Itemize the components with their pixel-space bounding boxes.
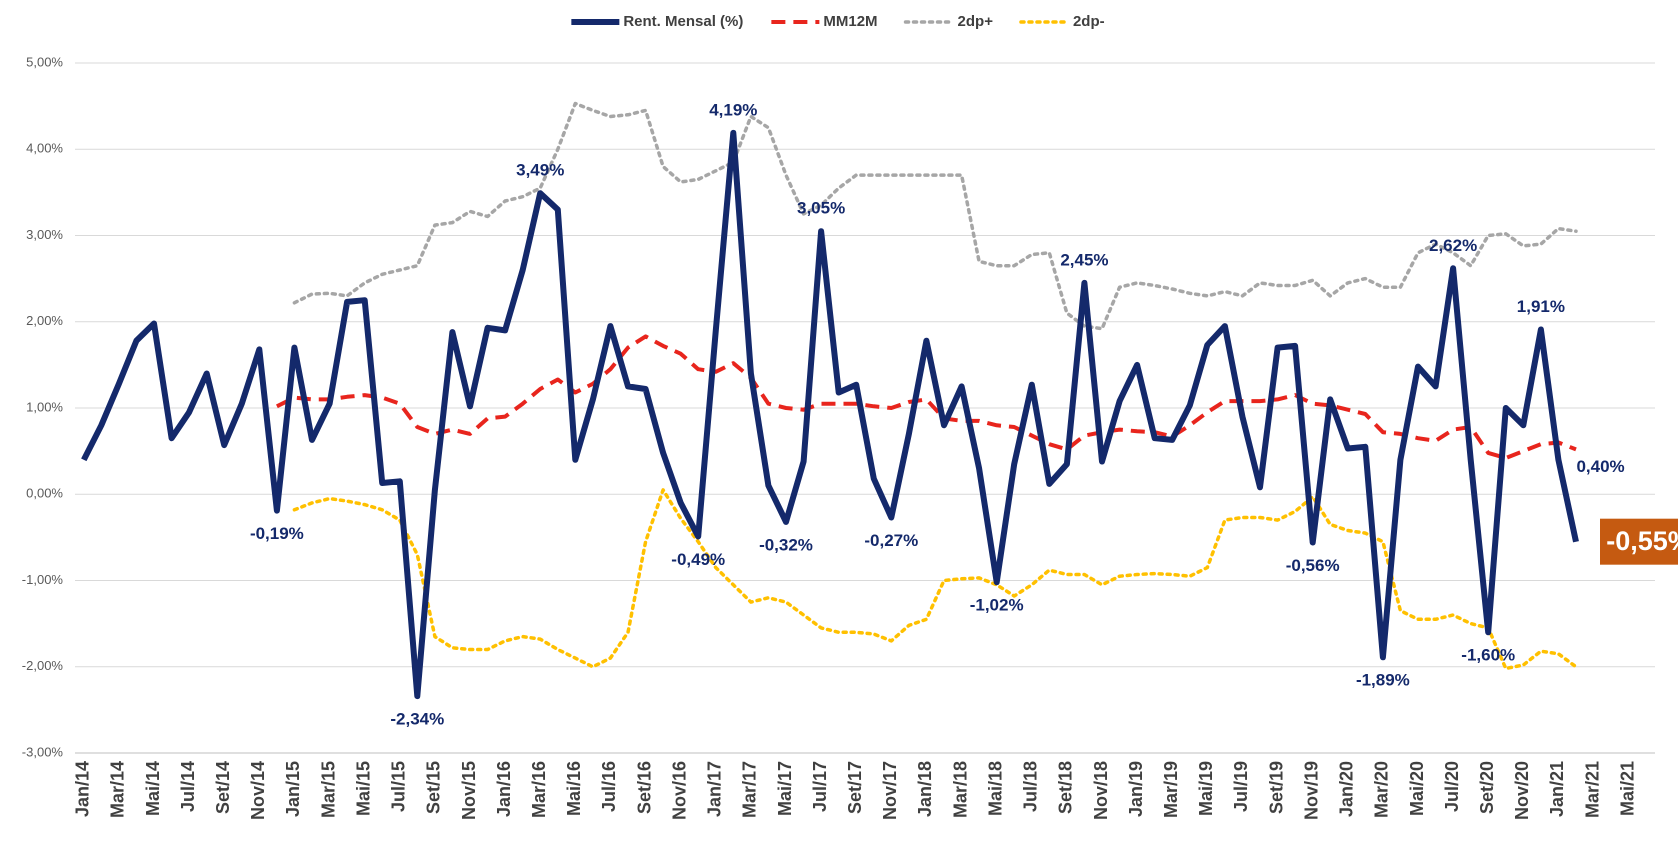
y-tick-label: -2,00% — [22, 658, 64, 673]
value-label: -0,19% — [250, 524, 304, 543]
x-tick-label: Mar/20 — [1372, 761, 1392, 818]
x-tick-label: Set/18 — [1056, 761, 1076, 814]
x-tick-label: Jan/18 — [915, 761, 935, 817]
x-tick-label: Mai/14 — [143, 761, 163, 816]
value-label: -0,49% — [671, 550, 725, 569]
legend: Rent. Mensal (%) MM12M 2dp+ 2dp- — [571, 13, 1105, 30]
x-tick-label: Jul/18 — [1021, 761, 1041, 812]
x-tick-label: Mar/21 — [1582, 761, 1602, 818]
y-tick-label: 1,00% — [26, 399, 63, 414]
legend-label: 2dp- — [1073, 13, 1105, 30]
y-tick-label: 0,00% — [26, 486, 63, 501]
x-tick-label: Nov/17 — [880, 761, 900, 820]
series-line — [276, 334, 1577, 460]
x-tick-label: Jan/14 — [73, 761, 93, 817]
x-tick-label: Mai/18 — [985, 761, 1005, 816]
y-tick-label: 4,00% — [26, 141, 63, 156]
x-tick-label: Set/14 — [213, 761, 233, 814]
x-tick-label: Jan/19 — [1126, 761, 1146, 817]
x-tick-label: Set/20 — [1477, 761, 1497, 814]
x-tick-label: Jul/16 — [599, 761, 619, 812]
x-tick-label: Nov/14 — [248, 761, 268, 820]
value-label: 3,49% — [516, 161, 564, 180]
x-tick-label: Jan/16 — [494, 761, 514, 817]
x-tick-label: Jan/17 — [705, 761, 725, 817]
value-label: 3,05% — [797, 199, 845, 218]
y-tick-label: -3,00% — [22, 744, 64, 759]
value-label: -0,32% — [759, 535, 813, 554]
series-line — [81, 129, 1579, 700]
value-label: 2,45% — [1060, 250, 1108, 269]
x-tick-label: Set/17 — [845, 761, 865, 814]
legend-label: Rent. Mensal (%) — [623, 13, 743, 30]
value-label: 2,62% — [1429, 236, 1477, 255]
x-tick-label: Mar/14 — [108, 761, 128, 818]
x-tick-label: Nov/20 — [1512, 761, 1532, 820]
value-label: -1,60% — [1461, 646, 1515, 665]
series-line — [292, 101, 1578, 331]
x-tick-label: Mai/20 — [1407, 761, 1427, 816]
x-tick-label: Mai/21 — [1617, 761, 1637, 816]
legend-label: MM12M — [823, 13, 877, 30]
x-tick-label: Jan/15 — [283, 761, 303, 817]
x-tick-label: Mai/19 — [1196, 761, 1216, 816]
x-tick-label: Set/19 — [1266, 761, 1286, 814]
value-label: -0,27% — [864, 531, 918, 550]
x-tick-label: Mar/19 — [1161, 761, 1181, 818]
x-tick-label: Jul/14 — [178, 761, 198, 812]
x-tick-label: Nov/16 — [669, 761, 689, 820]
x-tick-label: Jul/15 — [389, 761, 409, 812]
x-tick-label: Jan/20 — [1337, 761, 1357, 817]
x-tick-label: Jan/21 — [1547, 761, 1567, 817]
y-tick-label: -1,00% — [22, 572, 64, 587]
value-label: 0,40% — [1576, 457, 1624, 476]
x-tick-label: Jul/17 — [810, 761, 830, 812]
x-tick-label: Set/16 — [634, 761, 654, 814]
y-tick-label: 5,00% — [26, 54, 63, 69]
highlight-box — [1600, 518, 1678, 565]
value-label: -0,55% — [1606, 526, 1678, 556]
value-label: 4,19% — [709, 100, 757, 119]
value-label: -2,34% — [390, 710, 444, 729]
series-line — [292, 488, 1578, 671]
x-tick-label: Mai/17 — [775, 761, 795, 816]
x-tick-label: Nov/18 — [1091, 761, 1111, 820]
value-label: 1,91% — [1517, 297, 1565, 316]
x-tick-label: Jul/20 — [1442, 761, 1462, 812]
y-tick-label: 3,00% — [26, 227, 63, 242]
x-tick-label: Mai/16 — [564, 761, 584, 816]
value-label: -0,56% — [1286, 556, 1340, 575]
x-tick-label: Mar/15 — [318, 761, 338, 818]
x-tick-label: Set/15 — [424, 761, 444, 814]
x-tick-label: Jul/19 — [1231, 761, 1251, 812]
x-tick-label: Mar/16 — [529, 761, 549, 818]
x-tick-label: Nov/19 — [1301, 761, 1321, 820]
y-tick-label: 2,00% — [26, 313, 63, 328]
x-tick-label: Mai/15 — [353, 761, 373, 816]
legend-label: 2dp+ — [958, 13, 994, 30]
value-label: -1,02% — [970, 596, 1024, 615]
x-tick-label: Nov/15 — [459, 761, 479, 820]
x-tick-label: Mar/17 — [740, 761, 760, 818]
x-tick-label: Mar/18 — [950, 761, 970, 818]
value-label: -1,89% — [1356, 671, 1410, 690]
